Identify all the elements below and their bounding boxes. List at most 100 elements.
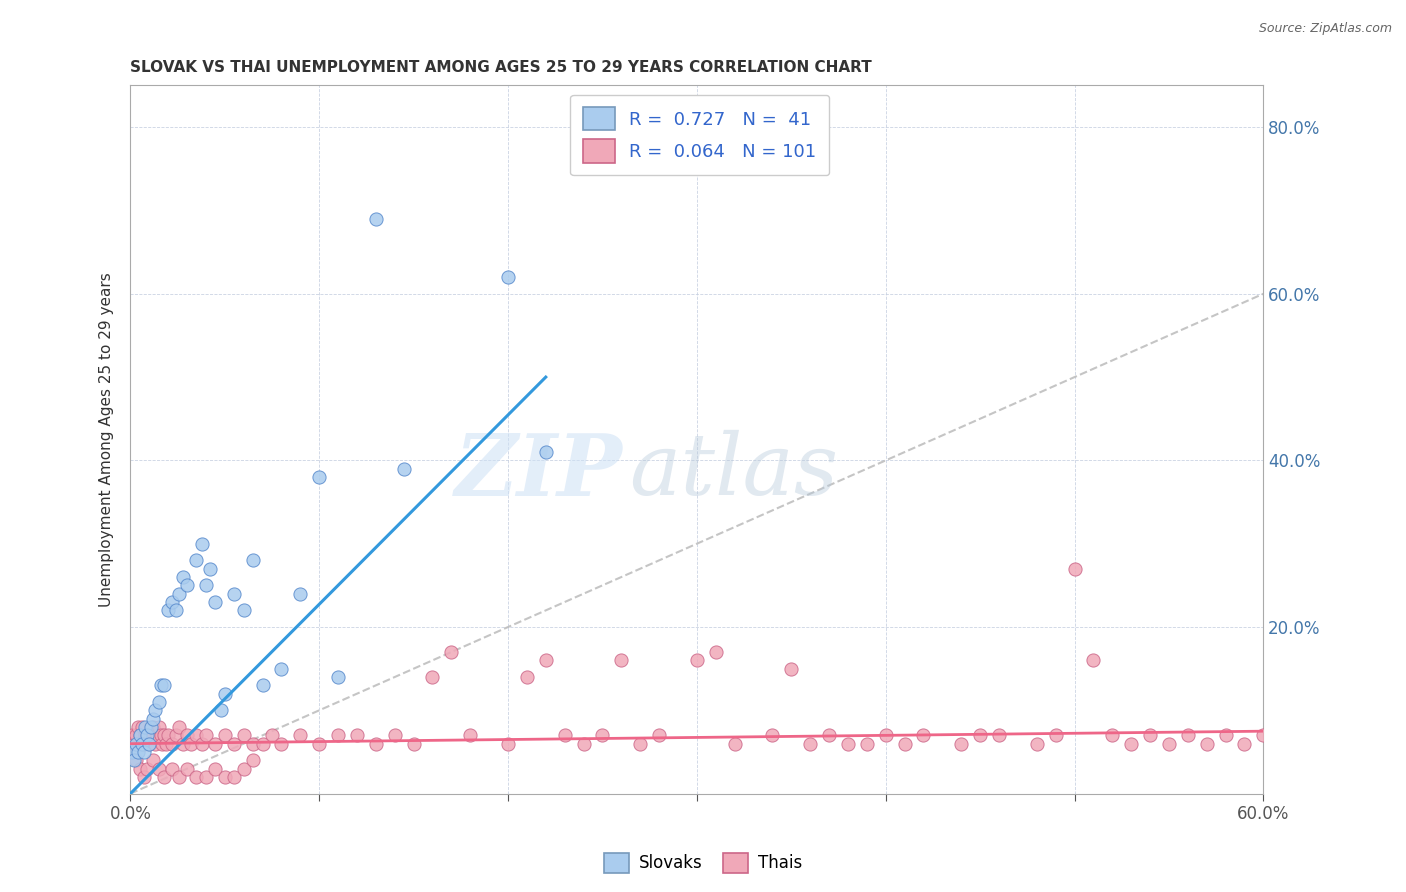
Point xyxy=(214,728,236,742)
Point xyxy=(172,737,194,751)
Point xyxy=(176,728,198,742)
Point xyxy=(148,720,170,734)
Point xyxy=(346,728,368,742)
Point xyxy=(149,728,172,742)
Point xyxy=(969,728,991,742)
Point xyxy=(1157,737,1180,751)
Point xyxy=(326,670,349,684)
Point xyxy=(1083,653,1105,667)
Point xyxy=(516,670,538,684)
Point xyxy=(761,728,783,742)
Point xyxy=(136,762,159,776)
Point xyxy=(132,737,155,751)
Point xyxy=(270,737,292,751)
Point xyxy=(194,770,217,784)
Point xyxy=(138,737,160,751)
Y-axis label: Unemployment Among Ages 25 to 29 years: Unemployment Among Ages 25 to 29 years xyxy=(100,272,114,607)
Point xyxy=(139,720,162,734)
Point xyxy=(134,728,156,742)
Point xyxy=(131,737,153,751)
Point xyxy=(198,562,221,576)
Point xyxy=(122,737,145,751)
Point xyxy=(1121,737,1143,751)
Point xyxy=(242,737,264,751)
Point xyxy=(125,728,148,742)
Point xyxy=(780,662,803,676)
Point xyxy=(142,753,165,767)
Point xyxy=(723,737,745,751)
Point xyxy=(146,728,169,742)
Point xyxy=(142,720,165,734)
Point xyxy=(125,753,148,767)
Point xyxy=(893,737,915,751)
Point xyxy=(143,737,166,751)
Point xyxy=(165,728,187,742)
Point xyxy=(128,728,150,742)
Point xyxy=(591,728,613,742)
Point xyxy=(232,762,254,776)
Point xyxy=(204,737,226,751)
Point xyxy=(534,653,557,667)
Point xyxy=(165,603,187,617)
Point xyxy=(534,445,557,459)
Point xyxy=(157,603,180,617)
Point xyxy=(169,770,191,784)
Point xyxy=(224,770,246,784)
Point xyxy=(252,678,274,692)
Point xyxy=(912,728,935,742)
Point xyxy=(384,728,406,742)
Point xyxy=(143,703,166,717)
Point xyxy=(186,770,208,784)
Point xyxy=(131,720,153,734)
Point xyxy=(648,728,671,742)
Point xyxy=(1215,728,1237,742)
Point xyxy=(440,645,463,659)
Point xyxy=(290,587,312,601)
Point xyxy=(224,737,246,751)
Point xyxy=(138,737,160,751)
Point xyxy=(1177,728,1199,742)
Point xyxy=(180,737,202,751)
Point xyxy=(142,712,165,726)
Point xyxy=(610,653,633,667)
Point xyxy=(290,728,312,742)
Point xyxy=(232,728,254,742)
Point xyxy=(191,737,214,751)
Point xyxy=(855,737,877,751)
Point xyxy=(224,587,246,601)
Point xyxy=(149,678,172,692)
Point xyxy=(308,470,330,484)
Point xyxy=(392,461,415,475)
Point xyxy=(496,270,519,285)
Point xyxy=(186,728,208,742)
Point xyxy=(127,720,149,734)
Point xyxy=(458,728,481,742)
Point xyxy=(132,745,155,759)
Point xyxy=(818,728,841,742)
Legend: Slovaks, Thais: Slovaks, Thais xyxy=(598,847,808,880)
Point xyxy=(204,595,226,609)
Point xyxy=(160,737,183,751)
Point xyxy=(1253,728,1275,742)
Point xyxy=(204,762,226,776)
Point xyxy=(628,737,651,751)
Point xyxy=(153,728,176,742)
Point xyxy=(169,720,191,734)
Point xyxy=(232,603,254,617)
Legend: R =  0.727   N =  41, R =  0.064   N = 101: R = 0.727 N = 41, R = 0.064 N = 101 xyxy=(569,95,830,175)
Point xyxy=(242,753,264,767)
Point xyxy=(136,728,159,742)
Point xyxy=(572,737,595,751)
Point xyxy=(554,728,576,742)
Point xyxy=(132,770,155,784)
Point xyxy=(122,753,145,767)
Point xyxy=(988,728,1011,742)
Point xyxy=(139,728,162,742)
Point xyxy=(950,737,973,751)
Point xyxy=(364,737,387,751)
Point xyxy=(153,678,176,692)
Text: Source: ZipAtlas.com: Source: ZipAtlas.com xyxy=(1258,22,1392,36)
Point xyxy=(194,728,217,742)
Point xyxy=(176,578,198,592)
Text: SLOVAK VS THAI UNEMPLOYMENT AMONG AGES 25 TO 29 YEARS CORRELATION CHART: SLOVAK VS THAI UNEMPLOYMENT AMONG AGES 2… xyxy=(131,60,872,75)
